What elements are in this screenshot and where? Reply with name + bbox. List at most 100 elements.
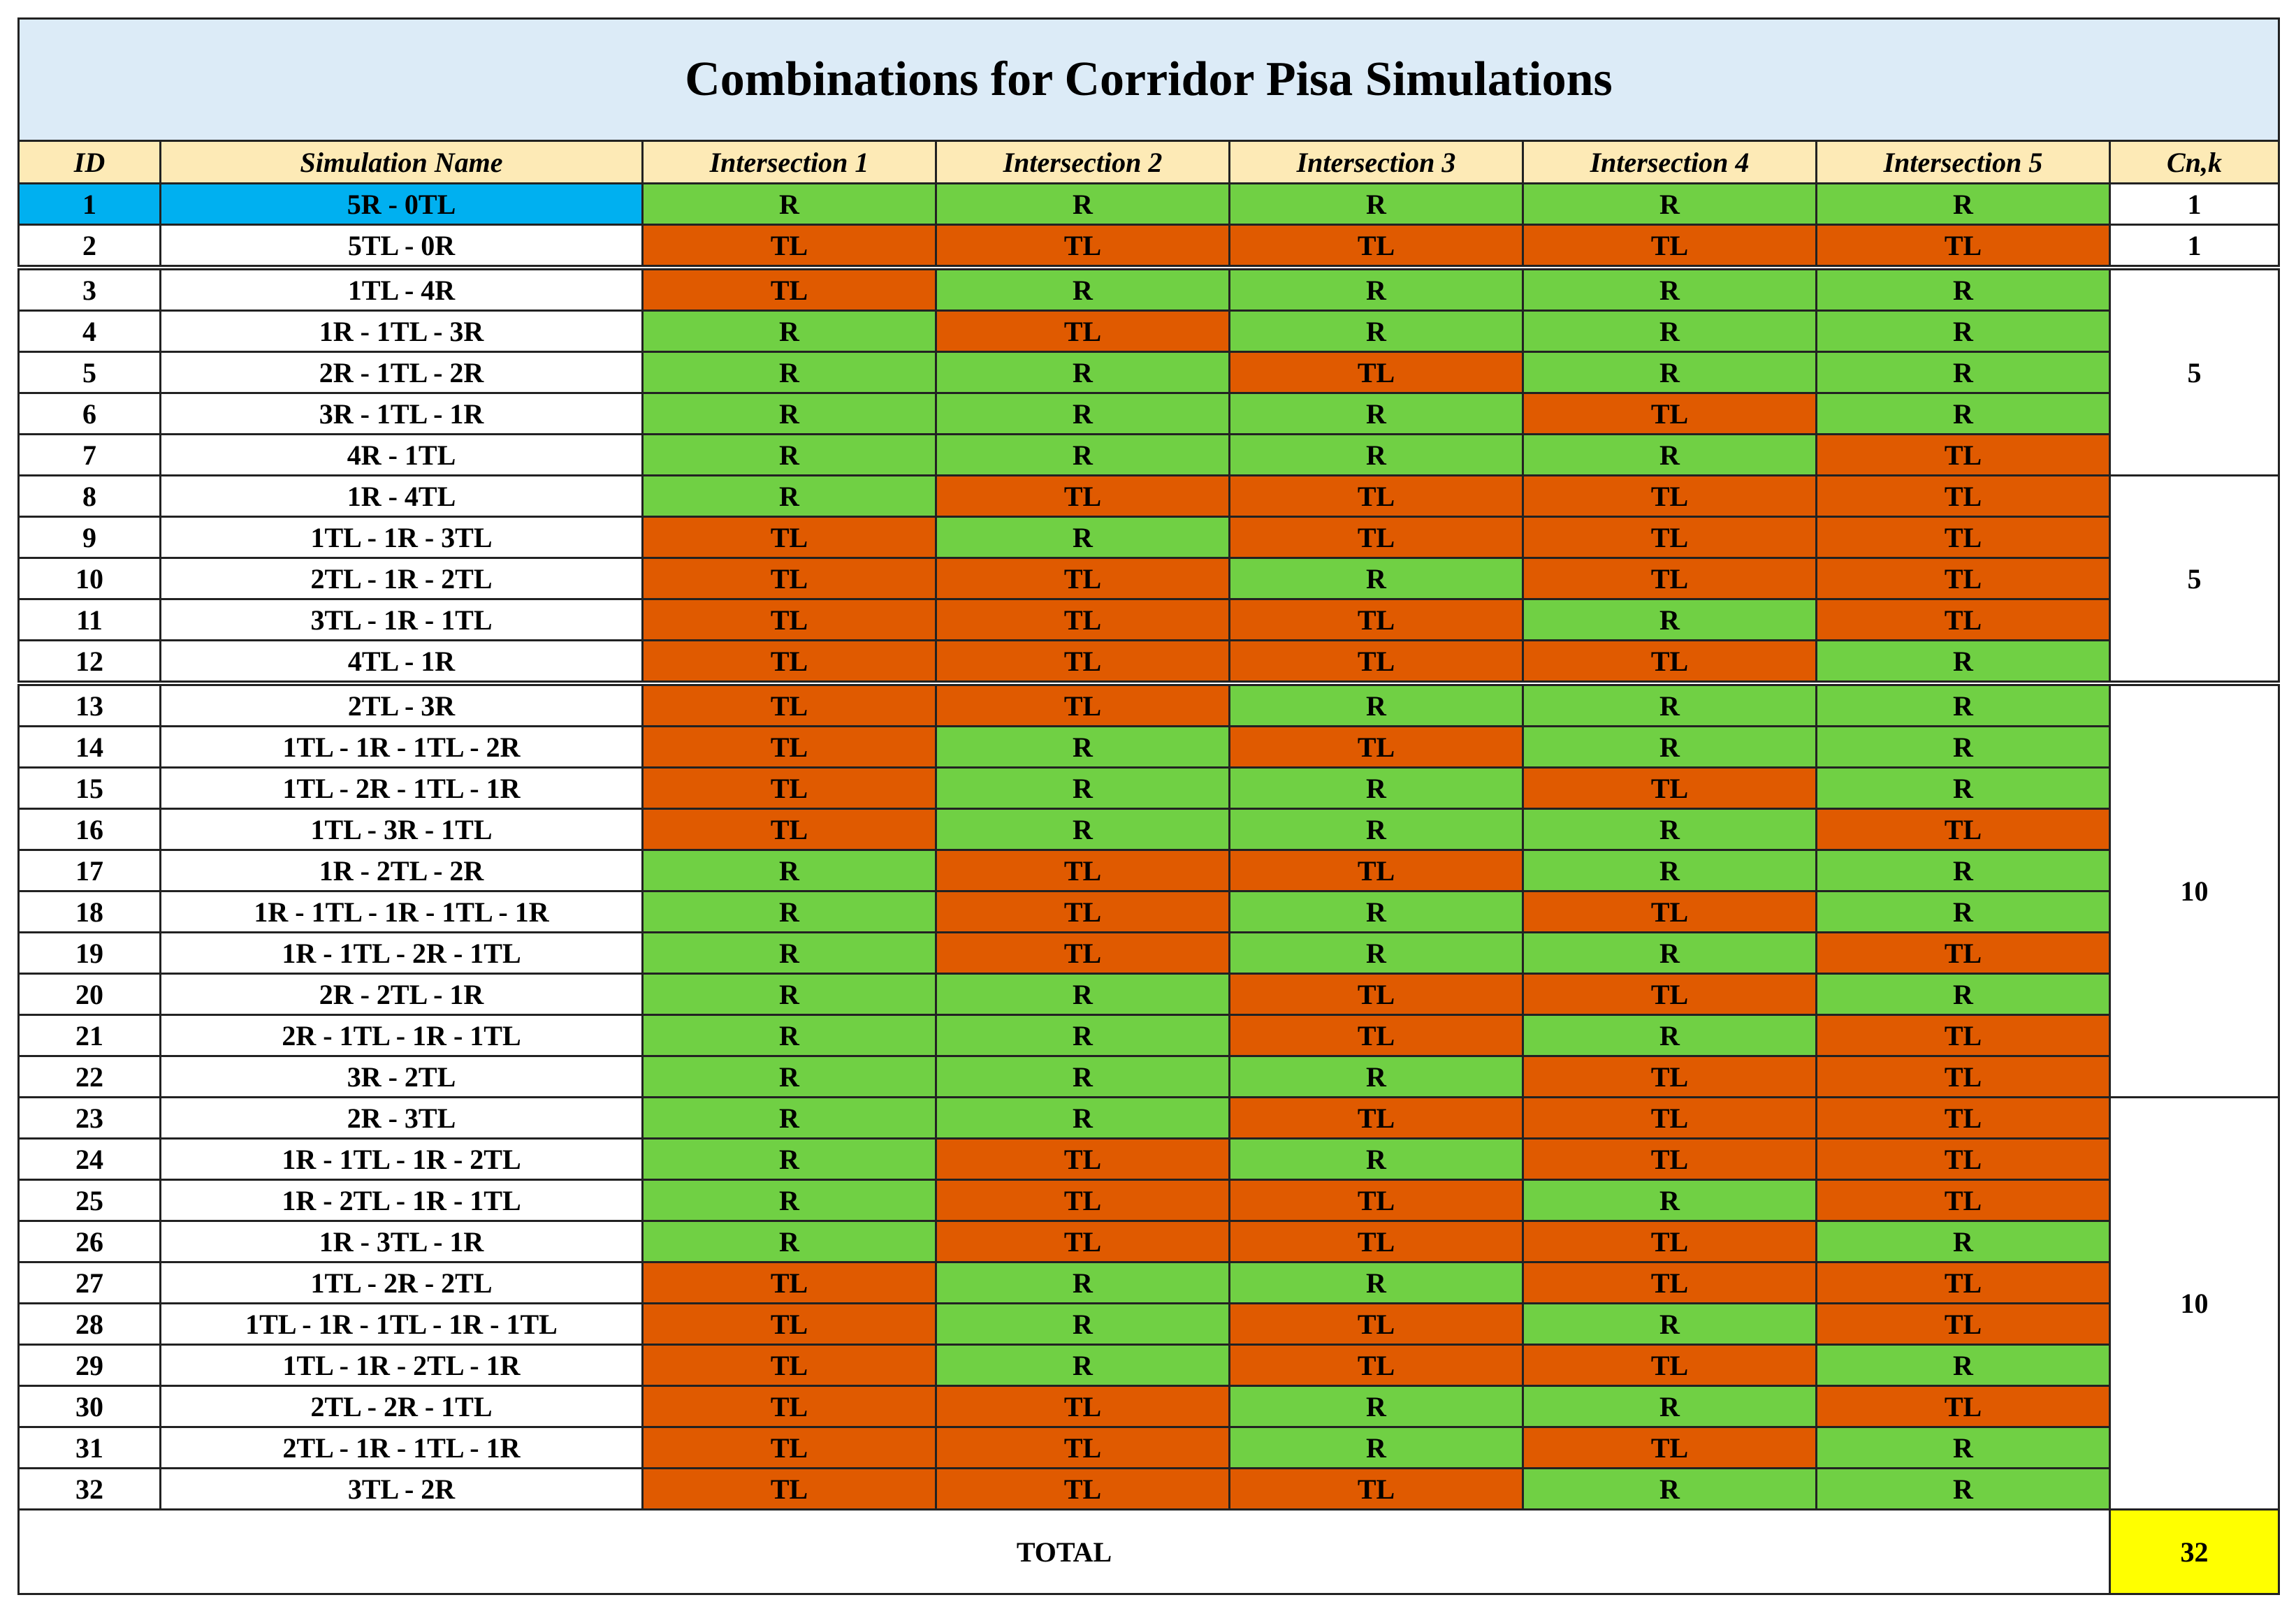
data-row: 9 1TL - 1R - 3TL TL R TL TL TL xyxy=(17,516,2279,559)
intersection-cell: R xyxy=(641,1096,937,1140)
intersection-cell: TL xyxy=(1522,1261,1817,1304)
id-cell: 27 xyxy=(17,1261,161,1304)
header-cell: Simulation Name xyxy=(159,140,644,184)
intersection-cell: R xyxy=(1522,1467,1817,1511)
intersection-cell: R xyxy=(641,931,937,975)
data-row: 7 4R - 1TL R R R R TL xyxy=(17,433,2279,476)
intersection-cell: TL xyxy=(935,1467,1230,1511)
intersection-cell: R xyxy=(935,1096,1230,1140)
title-row: Combinations for Corridor Pisa Simulatio… xyxy=(17,17,2281,142)
data-row: 22 3R - 2TL R R R TL TL xyxy=(17,1055,2279,1098)
header-cell: Intersection 3 xyxy=(1228,140,1524,184)
table-body: Combinations for Corridor Pisa Simulatio… xyxy=(17,17,2281,1595)
name-cell: 2R - 2TL - 1R xyxy=(159,973,644,1016)
intersection-cell: TL xyxy=(1228,224,1524,269)
id-cell: 14 xyxy=(17,725,161,769)
intersection-cell: R xyxy=(641,849,937,892)
name-cell: 1R - 1TL - 3R xyxy=(159,310,644,353)
data-row: 16 1TL - 3R - 1TL TL R R R TL xyxy=(17,808,2279,851)
intersection-cell: R xyxy=(1522,433,1817,476)
intersection-cell: TL xyxy=(1228,639,1524,685)
name-cell: 2TL - 1R - 2TL xyxy=(159,557,644,600)
data-row: 19 1R - 1TL - 2R - 1TL R TL R R TL xyxy=(17,931,2279,975)
intersection-cell: R xyxy=(641,310,937,353)
data-row: 13 2TL - 3R TL TL R R R 10 xyxy=(17,680,2281,1098)
intersection-cell: R xyxy=(641,1014,937,1057)
intersection-cell: R xyxy=(1815,639,2111,685)
intersection-cell: R xyxy=(935,392,1230,435)
intersection-cell: R xyxy=(935,1344,1230,1387)
table-title: Combinations for Corridor Pisa Simulatio… xyxy=(17,17,2281,142)
intersection-cell: R xyxy=(1522,1385,1817,1428)
intersection-cell: TL xyxy=(1228,973,1524,1016)
intersection-cell: TL xyxy=(1522,1344,1817,1387)
id-cell: 8 xyxy=(17,474,161,518)
id-cell: 13 xyxy=(17,680,161,727)
intersection-cell: R xyxy=(1522,1179,1817,1222)
id-cell: 5 xyxy=(17,351,161,394)
intersection-cell: R xyxy=(1228,1385,1524,1428)
data-row: 12 4TL - 1R TL TL TL TL R xyxy=(17,639,2279,685)
intersection-cell: R xyxy=(641,1055,937,1098)
intersection-cell: R xyxy=(1522,680,1817,727)
intersection-cell: R xyxy=(641,890,937,933)
intersection-cell: TL xyxy=(935,598,1230,641)
data-row: 29 1TL - 1R - 2TL - 1R TL R TL TL R xyxy=(17,1344,2279,1387)
intersection-cell: TL xyxy=(1522,224,1817,269)
name-cell: 3TL - 2R xyxy=(159,1467,644,1511)
intersection-cell: TL xyxy=(1815,224,2111,269)
intersection-cell: R xyxy=(1522,310,1817,353)
intersection-cell: R xyxy=(1522,808,1817,851)
name-cell: 3TL - 1R - 1TL xyxy=(159,598,644,641)
name-cell: 2TL - 2R - 1TL xyxy=(159,1385,644,1428)
data-row: 32 3TL - 2R TL TL TL R R xyxy=(17,1467,2279,1511)
intersection-cell: TL xyxy=(1228,1467,1524,1511)
intersection-cell: R xyxy=(935,351,1230,394)
intersection-cell: TL xyxy=(935,680,1230,727)
intersection-cell: TL xyxy=(1522,1220,1817,1263)
intersection-cell: TL xyxy=(1522,973,1817,1016)
intersection-cell: R xyxy=(641,1179,937,1222)
id-cell: 6 xyxy=(17,392,161,435)
intersection-cell: R xyxy=(935,1261,1230,1304)
intersection-cell: TL xyxy=(935,1137,1230,1181)
intersection-cell: TL xyxy=(935,849,1230,892)
id-cell: 11 xyxy=(17,598,161,641)
intersection-cell: R xyxy=(1228,392,1524,435)
intersection-cell: TL xyxy=(1815,1179,2111,1222)
intersection-cell: R xyxy=(1815,973,2111,1016)
intersection-cell: TL xyxy=(1815,931,2111,975)
intersection-cell: TL xyxy=(641,725,937,769)
intersection-cell: R xyxy=(1522,1014,1817,1057)
intersection-cell: R xyxy=(1815,890,2111,933)
id-cell: 16 xyxy=(17,808,161,851)
intersection-cell: TL xyxy=(1815,433,2111,476)
id-cell: 18 xyxy=(17,890,161,933)
intersection-cell: TL xyxy=(935,310,1230,353)
intersection-cell: R xyxy=(1815,1220,2111,1263)
intersection-cell: R xyxy=(1815,351,2111,394)
data-row: 31 2TL - 1R - 1TL - 1R TL TL R TL R xyxy=(17,1426,2279,1469)
data-row: 1 5R - 0TL R R R R R 1 xyxy=(17,182,2281,226)
intersection-cell: R xyxy=(1522,351,1817,394)
name-cell: 1R - 1TL - 2R - 1TL xyxy=(159,931,644,975)
intersection-cell: R xyxy=(1228,1426,1524,1469)
intersection-cell: TL xyxy=(1522,1055,1817,1098)
intersection-cell: R xyxy=(1815,725,2111,769)
intersection-cell: R xyxy=(1815,680,2111,727)
cnk-cell: 10 xyxy=(2108,680,2281,1098)
id-cell: 12 xyxy=(17,639,161,685)
name-cell: 1R - 1TL - 1R - 1TL - 1R xyxy=(159,890,644,933)
intersection-cell: R xyxy=(935,725,1230,769)
data-row: 24 1R - 1TL - 1R - 2TL R TL R TL TL xyxy=(17,1137,2279,1181)
intersection-cell: R xyxy=(1228,557,1524,600)
name-cell: 3R - 2TL xyxy=(159,1055,644,1098)
intersection-cell: R xyxy=(935,808,1230,851)
intersection-cell: TL xyxy=(641,516,937,559)
cnk-cell: 10 xyxy=(2108,1096,2281,1511)
data-row: 27 1TL - 2R - 2TL TL R R TL TL xyxy=(17,1261,2279,1304)
intersection-cell: R xyxy=(935,973,1230,1016)
total-value: 32 xyxy=(2108,1508,2281,1595)
intersection-cell: R xyxy=(641,182,937,226)
name-cell: 4TL - 1R xyxy=(159,639,644,685)
